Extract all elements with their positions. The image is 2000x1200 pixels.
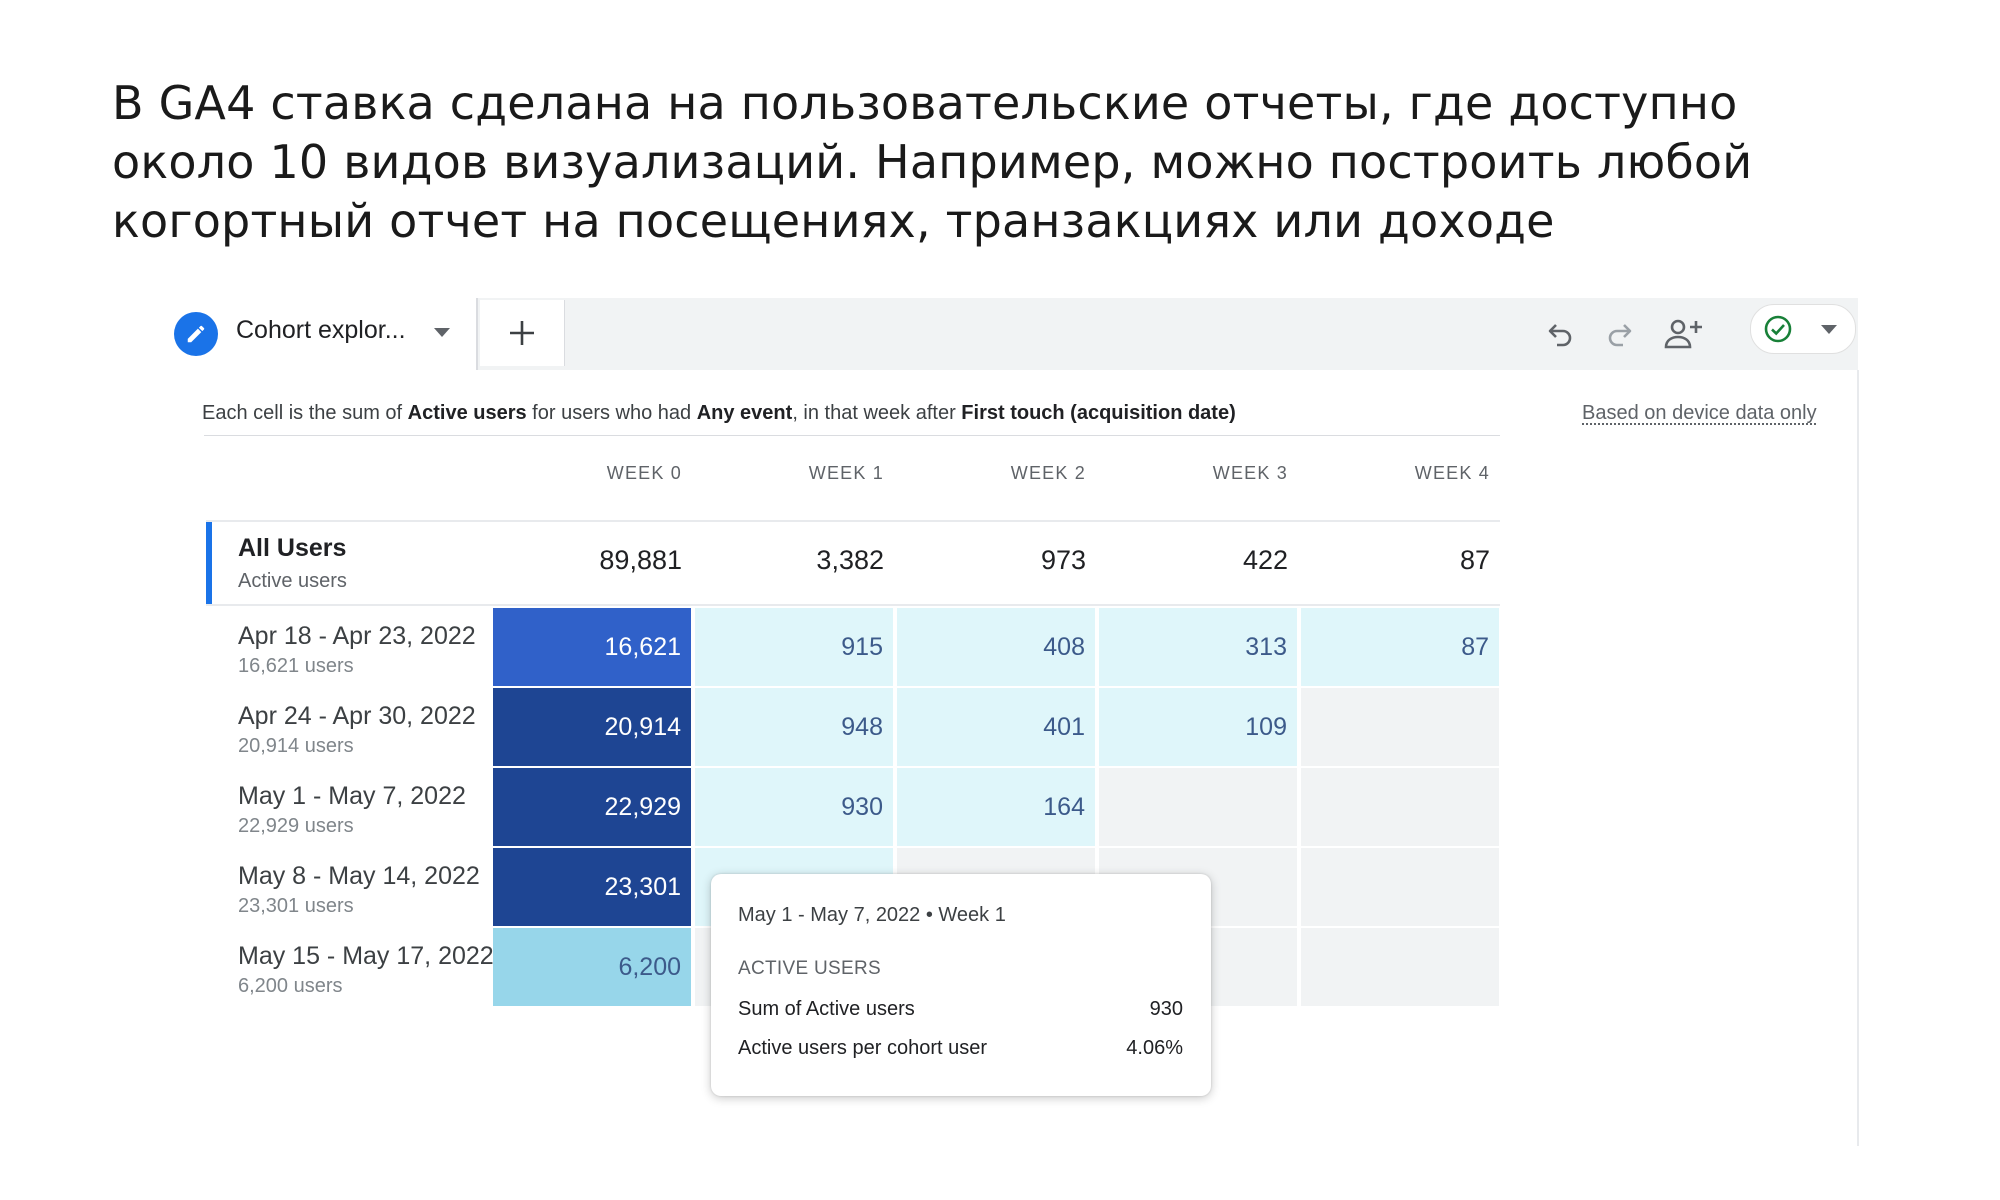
cohort-cell[interactable]: 22,929: [493, 768, 691, 846]
tab-title: Cohort explor...: [236, 316, 406, 344]
divider: [206, 604, 1500, 606]
tooltip-row-label: Active users per cohort user: [738, 1037, 987, 1059]
caption-text: , in that week after: [792, 402, 962, 424]
cohort-cell[interactable]: 6,200: [493, 928, 691, 1006]
column-header-week-1: WEEK 1: [808, 463, 884, 483]
undo-icon[interactable]: [1538, 312, 1582, 356]
caption-text: Each cell is the sum of: [202, 402, 408, 424]
cohort-row-label: May 8 - May 14, 2022: [238, 862, 480, 890]
cohort-cell[interactable]: [1301, 848, 1499, 926]
slide-headline: В GA4 ставка сделана на пользовательские…: [112, 74, 1912, 251]
caption-event: Any event: [696, 402, 793, 424]
panel-border: [1857, 370, 1859, 1146]
chevron-down-icon: [1821, 325, 1837, 334]
cohort-cell[interactable]: [1301, 928, 1499, 1006]
cohort-row-label: May 1 - May 7, 2022: [238, 782, 466, 810]
cohort-cell[interactable]: 915: [695, 608, 893, 686]
total-row-title: All Users: [238, 534, 347, 562]
tab-cohort-exploration[interactable]: Cohort explor...: [170, 298, 476, 370]
cohort-row-users: 6,200 users: [238, 975, 343, 997]
column-header-week-4: WEEK 4: [1414, 463, 1490, 483]
check-circle-icon: [1764, 315, 1792, 343]
tooltip-row-label: Sum of Active users: [738, 998, 915, 1020]
headline-line: В GA4 ставка сделана на пользовательские…: [112, 76, 1738, 130]
cohort-description: Each cell is the sum of Active users for…: [202, 402, 1236, 425]
cohort-cell[interactable]: 401: [897, 688, 1095, 766]
cohort-cell[interactable]: 948: [695, 688, 893, 766]
cohort-cell[interactable]: 23,301: [493, 848, 691, 926]
column-header-week-3: WEEK 3: [1212, 463, 1288, 483]
total-row-indicator: [206, 522, 212, 604]
cell-tooltip: May 1 - May 7, 2022 • Week 1 ACTIVE USER…: [711, 874, 1211, 1096]
cohort-cell[interactable]: 20,914: [493, 688, 691, 766]
total-row-metric: Active users: [238, 570, 347, 592]
cohort-row-users: 22,929 users: [238, 815, 354, 837]
column-header-week-2: WEEK 2: [1010, 463, 1086, 483]
cohort-cell[interactable]: [1301, 688, 1499, 766]
total-value-week-3: 422: [1242, 545, 1288, 575]
caption-text: for users who had: [526, 402, 697, 424]
cohort-cell[interactable]: 164: [897, 768, 1095, 846]
cohort-cell[interactable]: 930: [695, 768, 893, 846]
total-value-week-4: 87: [1459, 545, 1490, 575]
cohort-row-users: 20,914 users: [238, 735, 354, 757]
redo-icon[interactable]: [1598, 312, 1642, 356]
column-header-week-0: WEEK 0: [606, 463, 682, 483]
total-value-week-2: 973: [1040, 545, 1086, 575]
exploration-toolbar: Cohort explor...: [170, 298, 1858, 370]
plus-icon: [510, 321, 534, 345]
cohort-cell[interactable]: [1099, 768, 1297, 846]
headline-line: когортный отчет на посещениях, транзакци…: [112, 194, 1555, 248]
divider: [204, 435, 1500, 436]
tooltip-row-value: 4.06%: [1126, 1037, 1183, 1059]
chevron-down-icon[interactable]: [434, 328, 450, 337]
tooltip-row-value: 930: [1149, 998, 1183, 1020]
cohort-row-label: Apr 24 - Apr 30, 2022: [238, 702, 476, 730]
tooltip-heading: ACTIVE USERS: [738, 958, 881, 979]
cohort-row-users: 16,621 users: [238, 655, 354, 677]
divider: [206, 520, 1500, 522]
tooltip-title: May 1 - May 7, 2022 • Week 1: [738, 904, 1006, 926]
cohort-cell[interactable]: [1301, 768, 1499, 846]
cohort-cell[interactable]: 109: [1099, 688, 1297, 766]
cohort-row-label: May 15 - May 17, 2022: [238, 942, 494, 970]
share-user-icon[interactable]: [1662, 312, 1706, 356]
total-value-week-0: 89,881: [599, 545, 682, 575]
add-tab-button[interactable]: [480, 300, 565, 366]
tab-divider: [476, 298, 478, 370]
caption-metric: Active users: [407, 402, 527, 424]
cohort-cell[interactable]: 313: [1099, 608, 1297, 686]
total-value-week-1: 3,382: [816, 545, 884, 575]
cohort-cell[interactable]: 87: [1301, 608, 1499, 686]
cohort-row-users: 23,301 users: [238, 895, 354, 917]
cohort-row-label: Apr 18 - Apr 23, 2022: [238, 622, 476, 650]
device-data-note[interactable]: Based on device data only: [1582, 402, 1817, 424]
cohort-cell[interactable]: 16,621: [493, 608, 691, 686]
edit-icon[interactable]: [174, 312, 218, 356]
headline-line: около 10 видов визуализаций. Например, м…: [112, 135, 1753, 189]
save-status-dropdown[interactable]: [1750, 304, 1856, 354]
caption-inclusion: First touch (acquisition date): [961, 402, 1236, 424]
cohort-cell[interactable]: 408: [897, 608, 1095, 686]
